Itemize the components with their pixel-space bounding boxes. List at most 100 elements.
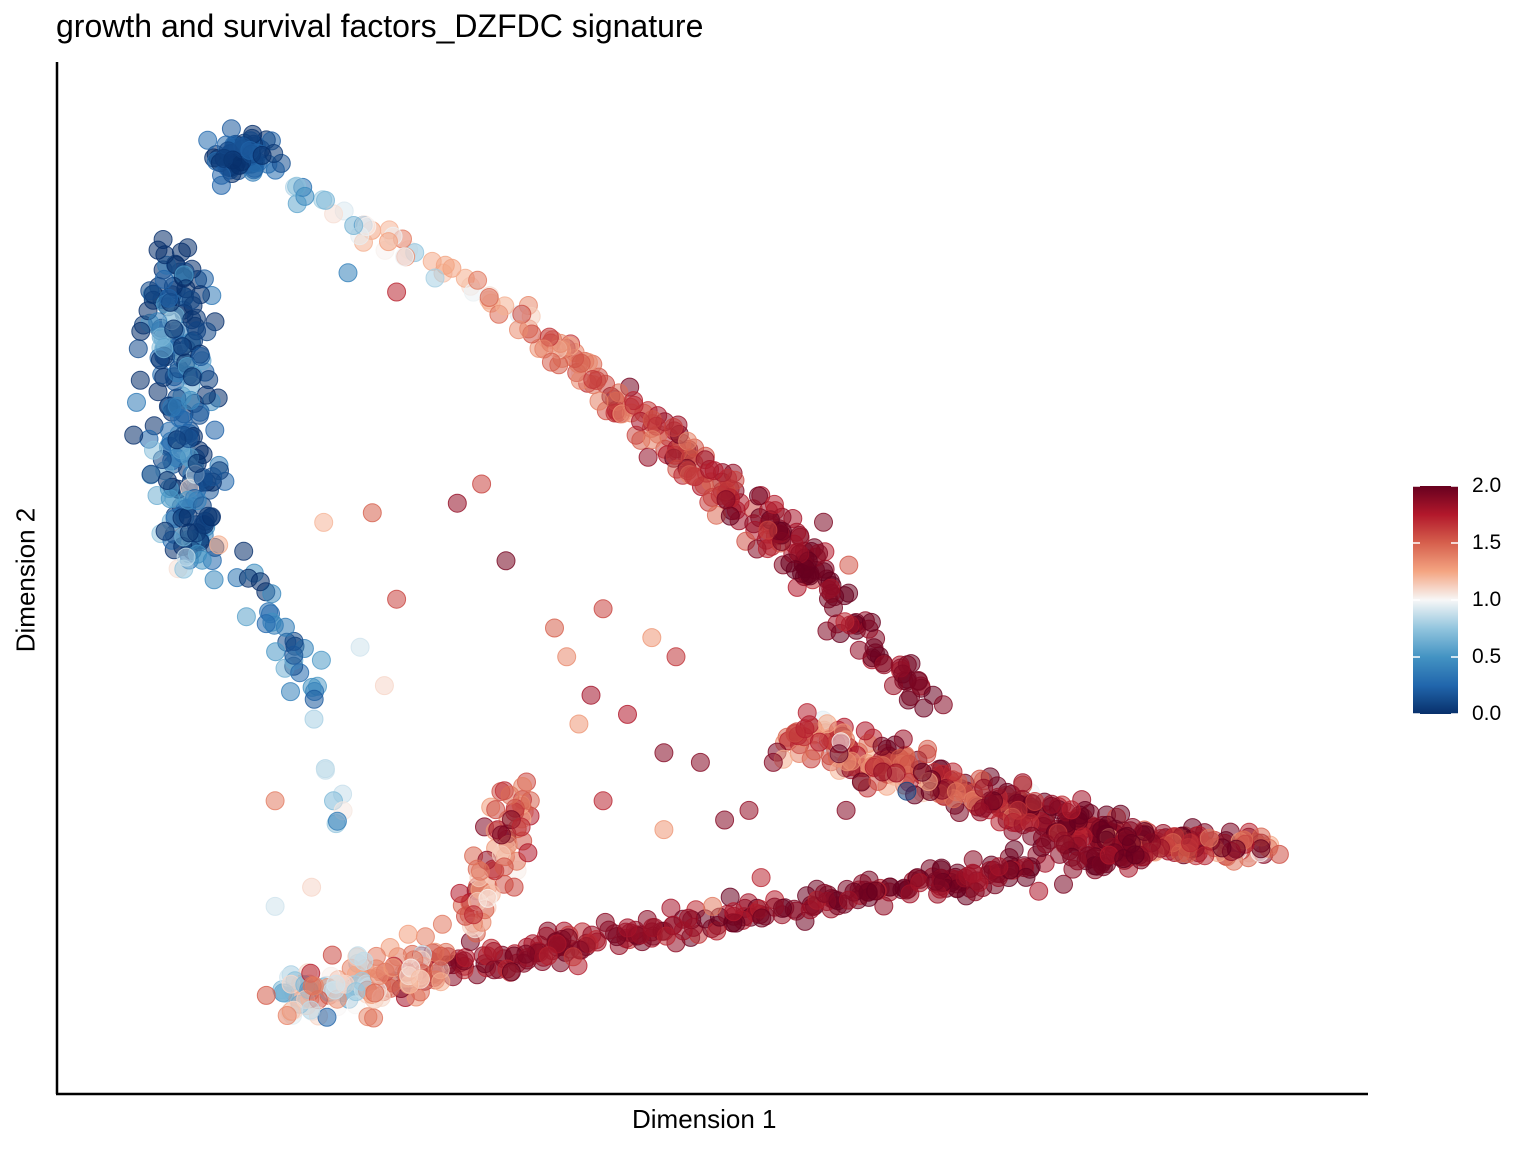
data-point — [914, 698, 934, 718]
colorbar-tick-label: 2.0 — [1472, 474, 1502, 497]
data-point — [678, 461, 698, 481]
data-point — [716, 490, 736, 510]
data-point — [181, 290, 201, 310]
data-point — [181, 390, 201, 410]
data-point — [642, 628, 662, 648]
data-point — [1036, 834, 1056, 854]
data-point — [304, 689, 324, 709]
data-point — [277, 1006, 297, 1025]
data-point — [348, 946, 368, 966]
data-point — [157, 471, 177, 490]
data-point — [174, 426, 194, 445]
data-point — [624, 395, 644, 415]
data-point — [432, 914, 452, 934]
data-point — [581, 685, 601, 705]
data-point — [838, 890, 858, 910]
data-point — [557, 647, 577, 667]
data-point — [140, 281, 160, 301]
data-point — [162, 398, 182, 418]
data-point — [1054, 874, 1073, 894]
data-point — [855, 721, 875, 741]
data-point — [715, 810, 735, 830]
data-point — [128, 339, 148, 359]
data-point — [124, 425, 144, 445]
data-point — [1004, 840, 1024, 860]
data-point — [678, 908, 698, 928]
data-point — [495, 296, 515, 316]
data-point — [486, 800, 506, 820]
data-point — [751, 868, 771, 888]
data-point — [155, 521, 175, 541]
data-point — [435, 255, 455, 275]
colorbar-tick-label: 1.0 — [1472, 588, 1502, 611]
data-point — [148, 240, 168, 260]
data-point — [547, 934, 567, 954]
data-point — [164, 319, 184, 339]
data-point — [327, 811, 347, 831]
data-point — [609, 383, 629, 403]
data-point — [1008, 800, 1028, 820]
data-point — [861, 612, 881, 632]
data-point — [974, 778, 994, 798]
data-point — [541, 352, 561, 372]
chart-title: growth and survival factors_DZFDC signat… — [56, 8, 704, 44]
data-point — [364, 1008, 384, 1028]
colorbar-tick-label: 0.5 — [1472, 645, 1502, 668]
data-point — [295, 186, 315, 206]
data-point — [654, 743, 674, 763]
data-point — [1013, 773, 1033, 793]
data-point — [720, 506, 740, 526]
data-point — [1212, 838, 1232, 858]
data-point — [209, 535, 229, 555]
data-point — [316, 760, 335, 780]
data-point — [265, 896, 285, 916]
data-point — [176, 547, 196, 567]
data-point — [484, 942, 504, 961]
data-point — [398, 924, 418, 944]
data-point — [593, 791, 613, 811]
data-point — [511, 817, 531, 837]
data-point — [478, 888, 498, 908]
data-point — [897, 781, 917, 801]
data-point — [256, 614, 276, 634]
data-point — [204, 570, 224, 590]
data-point — [520, 791, 540, 811]
data-point — [1029, 881, 1049, 901]
data-point — [545, 618, 564, 638]
data-point — [415, 927, 435, 947]
data-point — [638, 447, 658, 467]
data-point — [431, 972, 451, 992]
data-point — [302, 976, 322, 996]
data-point — [664, 417, 683, 437]
data-point — [873, 762, 893, 782]
data-point — [970, 802, 990, 822]
data-point — [290, 663, 310, 683]
data-point — [990, 812, 1010, 832]
data-point — [1053, 831, 1073, 851]
colorbar-gradient — [1413, 486, 1458, 714]
data-point — [814, 883, 834, 903]
data-point — [1195, 846, 1215, 866]
data-point — [504, 877, 524, 897]
data-point — [989, 857, 1009, 877]
data-point — [431, 946, 451, 966]
data-point — [933, 695, 953, 715]
data-point — [468, 270, 488, 290]
data-point — [472, 474, 492, 494]
data-point — [829, 744, 849, 764]
data-point — [127, 392, 146, 412]
data-point — [455, 948, 475, 968]
data-point — [317, 1007, 337, 1027]
data-point — [179, 523, 199, 543]
data-point — [678, 431, 698, 451]
data-point — [583, 370, 603, 389]
data-point — [314, 512, 334, 532]
data-point — [765, 897, 785, 917]
data-point — [387, 589, 407, 609]
data-point — [380, 938, 400, 957]
data-point — [569, 714, 589, 734]
data-point — [824, 598, 843, 618]
data-point — [593, 599, 613, 619]
data-point — [178, 238, 198, 258]
data-point — [154, 269, 174, 289]
